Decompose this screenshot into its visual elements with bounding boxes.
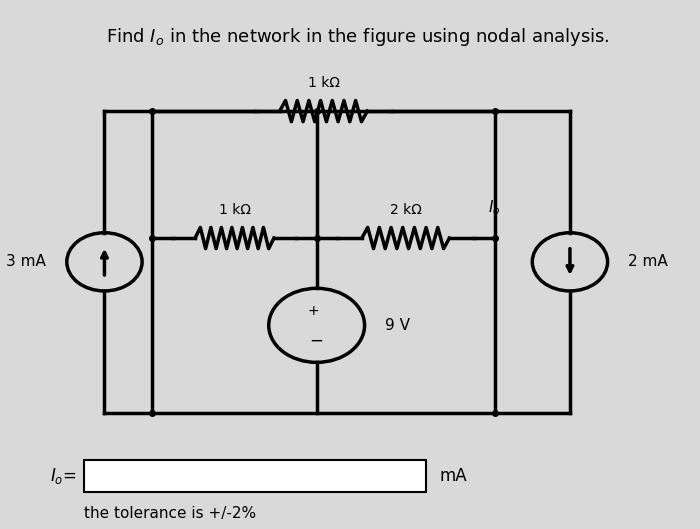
FancyBboxPatch shape xyxy=(84,460,426,492)
Text: the tolerance is +/-2%: the tolerance is +/-2% xyxy=(84,506,256,521)
Text: mA: mA xyxy=(440,467,468,485)
Text: 1 kΩ: 1 kΩ xyxy=(307,76,340,90)
Text: $I_o$=: $I_o$= xyxy=(50,466,77,486)
Text: +: + xyxy=(307,304,319,318)
Text: 3 mA: 3 mA xyxy=(6,254,46,269)
Text: $I_o$: $I_o$ xyxy=(488,198,500,217)
Text: −: − xyxy=(309,332,323,350)
Text: 9 V: 9 V xyxy=(385,318,410,333)
Text: Find $I_o$ in the network in the figure using nodal analysis.: Find $I_o$ in the network in the figure … xyxy=(106,26,610,48)
Text: 1 kΩ: 1 kΩ xyxy=(218,203,251,217)
Text: 2 mA: 2 mA xyxy=(628,254,668,269)
Text: 2 kΩ: 2 kΩ xyxy=(390,203,421,217)
